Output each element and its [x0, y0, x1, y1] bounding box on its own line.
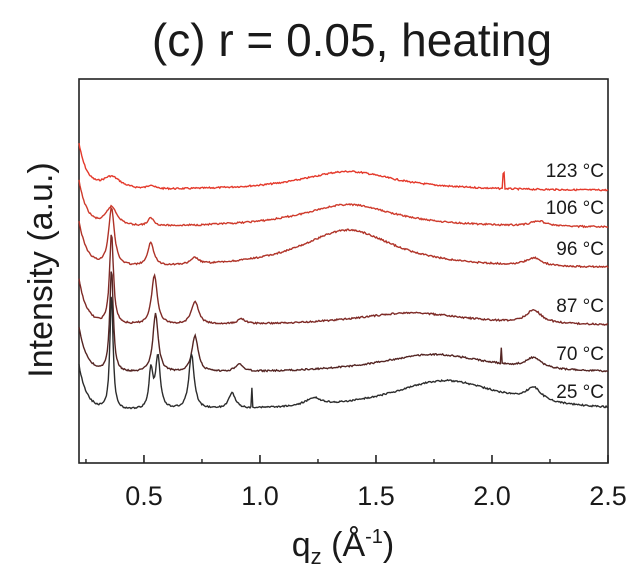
series-line: [78, 271, 609, 373]
series-label: 25 °C: [556, 382, 604, 403]
x-tick-label: 2.5: [589, 481, 627, 511]
series-label: 106 °C: [546, 198, 604, 219]
x-axis-label: qz (Å-1): [292, 526, 395, 569]
series-labels: 123 °C 106 °C 96 °C 87 °C 70 °C 25 °C: [546, 161, 604, 403]
x-tick-label: 2.0: [473, 481, 511, 511]
x-axis-ticks: 0.5 1.0 1.5 2.0 2.5: [85, 455, 627, 511]
series-label: 96 °C: [556, 239, 604, 260]
plot-frame: [78, 78, 609, 464]
x-tick-label: 1.0: [241, 481, 279, 511]
series-label: 87 °C: [556, 296, 604, 317]
series-line: [78, 206, 609, 269]
series-label: 123 °C: [546, 161, 604, 182]
series-line: [78, 296, 609, 410]
series-label: 70 °C: [556, 344, 604, 365]
series-group: [78, 142, 609, 410]
series-line: [78, 234, 608, 326]
series-line: [78, 179, 609, 229]
series-line: [78, 142, 609, 192]
x-tick-label: 1.5: [357, 481, 395, 511]
y-axis-label: Intensity (a.u.): [22, 162, 60, 377]
chart-title: (c) r = 0.05, heating: [152, 14, 552, 66]
x-tick-label: 0.5: [125, 481, 163, 511]
